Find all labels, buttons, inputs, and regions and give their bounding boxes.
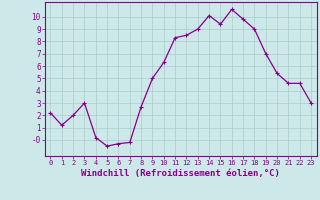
X-axis label: Windchill (Refroidissement éolien,°C): Windchill (Refroidissement éolien,°C) — [81, 169, 280, 178]
